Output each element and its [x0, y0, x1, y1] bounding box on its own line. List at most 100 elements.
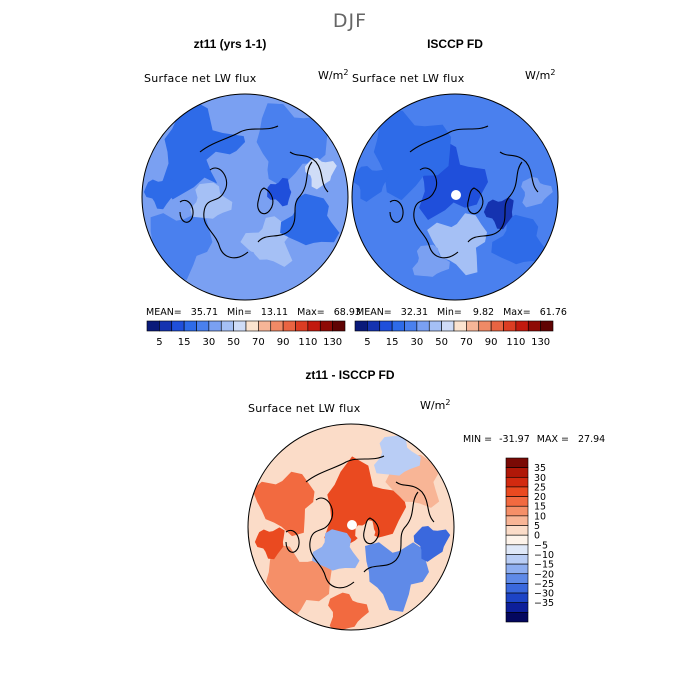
panel2-colorbar: 5 15 30 50 70 90 110 130	[354, 320, 554, 348]
panel2-map-field	[352, 94, 558, 300]
panel3-colorbar-swatch	[505, 457, 529, 468]
panel3-units: W/m2	[420, 398, 450, 412]
panel3-colorbar-tick-label: 10	[534, 511, 546, 522]
panel3-map-field	[248, 424, 454, 630]
panel3-map-field-patch	[312, 529, 360, 571]
panel2-colorbar-swatch	[404, 320, 418, 332]
panel2-stats: MEAN= 32.31 Min= 9.82 Max= 61.76	[356, 307, 567, 318]
panel1-colorbar-tick-label: 110	[298, 337, 317, 348]
panel2-map-coastline	[409, 125, 489, 153]
panel1-colorbar-swatch	[208, 320, 222, 332]
panel1-colorbar-tick-label: 70	[252, 337, 265, 348]
panel2-max-value: 61.76	[539, 307, 567, 318]
panel1-map-field-patch	[256, 103, 328, 187]
panel1-map-outline	[141, 93, 349, 301]
panel3-colorbar-tick-label: 15	[534, 502, 546, 513]
panel1-map-field-patch	[230, 250, 276, 294]
panel2-field-label: Surface net LW flux	[352, 72, 465, 85]
panel1-map-field-patch	[206, 141, 269, 207]
panel3-colorbar-swatch	[505, 592, 529, 604]
panel2-units: W/m2	[525, 68, 555, 82]
panel3-colorbar-swatch	[505, 515, 529, 526]
panel1-map-field-patch	[143, 177, 174, 210]
panel3-colorbar-tick-label: −20	[534, 569, 554, 580]
panel3-map-coastline	[363, 517, 380, 545]
panel3-map-coastline	[309, 497, 355, 589]
panel2-colorbar-swatch	[441, 320, 455, 332]
panel2-colorbar-swatch	[416, 320, 430, 332]
panel1-colorbar-tick-label: 15	[178, 337, 191, 348]
panel2-map-field-patch	[480, 123, 543, 190]
panel2-colorbar-swatch	[503, 320, 517, 332]
panel1-colorbar-tick-label: 30	[203, 337, 216, 348]
panel1-units: W/m2	[318, 68, 348, 82]
panel2-colorbar-tick-label: 70	[460, 337, 473, 348]
panel3-map-field-patch	[252, 471, 315, 537]
panel1-colorbar-tick-label: 5	[156, 337, 162, 348]
panel1-colorbar-swatch	[183, 320, 197, 332]
panel2-colorbar-tick-label: 5	[364, 337, 370, 348]
panel2-map-field-patch	[373, 109, 452, 201]
panel2-colorbar-tick-label: 90	[485, 337, 498, 348]
panel3-map-field-patch	[374, 435, 421, 476]
panel2-map	[351, 93, 559, 301]
panel3-map-coastline	[363, 491, 419, 573]
panel3-colorbar-tick-label: −35	[534, 598, 554, 609]
panel1-map-field-patch	[280, 193, 340, 246]
panel1-colorbar-swatch	[146, 320, 160, 332]
panel2-colorbar-tick-label: 110	[506, 337, 525, 348]
panel2-colorbar-swatch	[490, 320, 504, 332]
panel3-colorbar-swatch	[505, 467, 529, 478]
panel3-title: zt11 - ISCCP FD	[305, 368, 395, 382]
panel3-map-field-patch	[355, 520, 376, 544]
panel1-colorbar-tick-label: 50	[227, 337, 240, 348]
panel3-colorbar-tick-label: 0	[534, 531, 540, 542]
panel2-mean-label: MEAN=	[356, 307, 392, 318]
panel2-min-label: Min=	[437, 307, 462, 318]
panel2-map-field-patch	[521, 176, 553, 208]
panel2-map-field-patch	[354, 200, 418, 263]
panel2-colorbar-tick-label: 130	[531, 337, 550, 348]
panel1-map-coastline	[257, 187, 274, 215]
panel1-colorbar: 5 15 30 50 70 90 110 130	[146, 320, 346, 348]
panel3-colorbar-swatch	[505, 544, 529, 555]
panel3-units-base: W/m	[420, 399, 446, 412]
panel1-colorbar-swatch	[282, 320, 296, 332]
panel3-map-coastline	[285, 530, 300, 553]
panel1-map-field-patch	[240, 216, 293, 267]
panel3-colorbar-tick-label: 35	[534, 463, 546, 474]
panel3-map-coastline	[395, 481, 435, 523]
panel1-max-value: 68.93	[333, 307, 361, 318]
panel1-colorbar-swatch	[245, 320, 259, 332]
panel3-colorbar-swatch	[505, 602, 529, 613]
panel2-colorbar-swatch	[540, 320, 554, 332]
panel2-colorbar-tick-label: 50	[435, 337, 448, 348]
panel1-min-label: Min=	[227, 307, 252, 318]
panel3-colorbar-swatch	[505, 476, 529, 488]
panel2-map-pole-hole	[451, 190, 461, 200]
panel3-colorbar-swatch	[505, 563, 529, 575]
panel3-colorbar-swatch	[505, 496, 529, 507]
panel2-mean-value: 32.31	[400, 307, 428, 318]
panel3-colorbar-swatch	[505, 573, 529, 584]
panel2-title: ISCCP FD	[427, 37, 483, 51]
panel3-colorbar-tick-label: −10	[534, 550, 554, 561]
panel3-map-field-patch	[328, 592, 369, 630]
panel3-max-value: 27.94	[578, 434, 606, 445]
panel2-map-field-patch	[412, 244, 450, 277]
panel2-colorbar-swatch	[379, 320, 393, 332]
panel3-map	[247, 423, 455, 631]
panel2-colorbar-swatch	[354, 320, 368, 332]
panel3-colorbar-tick-label: −25	[534, 579, 554, 590]
season-title: DJF	[332, 10, 368, 32]
panel3-colorbar-swatch	[505, 534, 529, 546]
panel1-map-coastline	[179, 200, 194, 223]
panel2-colorbar-tick-label: 30	[411, 337, 424, 348]
panel2-map-field-patch	[483, 197, 514, 230]
panel2-map-field-patch	[491, 214, 549, 265]
panel3-colorbar-tick-label: −5	[534, 540, 548, 551]
panel3-colorbar-swatch	[505, 612, 529, 623]
panel2-map-coastline	[467, 161, 523, 243]
panel1-map-coastline	[257, 161, 313, 243]
